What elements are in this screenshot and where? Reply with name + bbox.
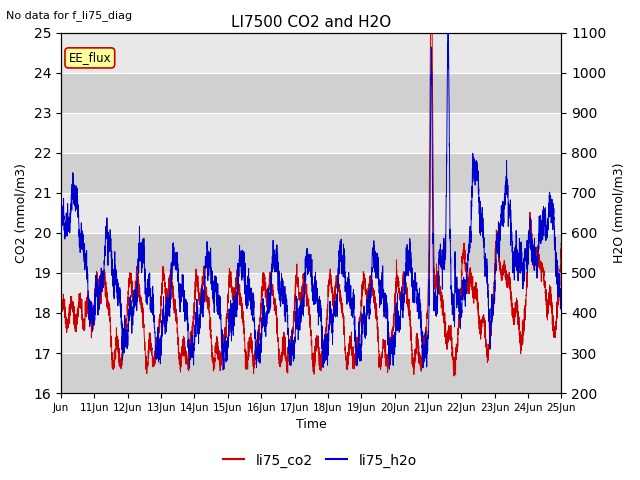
Bar [61, 353, 561, 393]
Bar [61, 72, 561, 113]
Text: No data for f_li75_diag: No data for f_li75_diag [6, 10, 132, 21]
Bar [61, 153, 561, 193]
X-axis label: Time: Time [296, 419, 326, 432]
Y-axis label: CO2 (mmol/m3): CO2 (mmol/m3) [15, 163, 28, 263]
Text: EE_flux: EE_flux [68, 51, 111, 64]
Title: LI7500 CO2 and H2O: LI7500 CO2 and H2O [231, 15, 392, 30]
Y-axis label: H2O (mmol/m3): H2O (mmol/m3) [612, 163, 625, 263]
Legend: li75_co2, li75_h2o: li75_co2, li75_h2o [218, 448, 422, 473]
Bar [61, 233, 561, 273]
